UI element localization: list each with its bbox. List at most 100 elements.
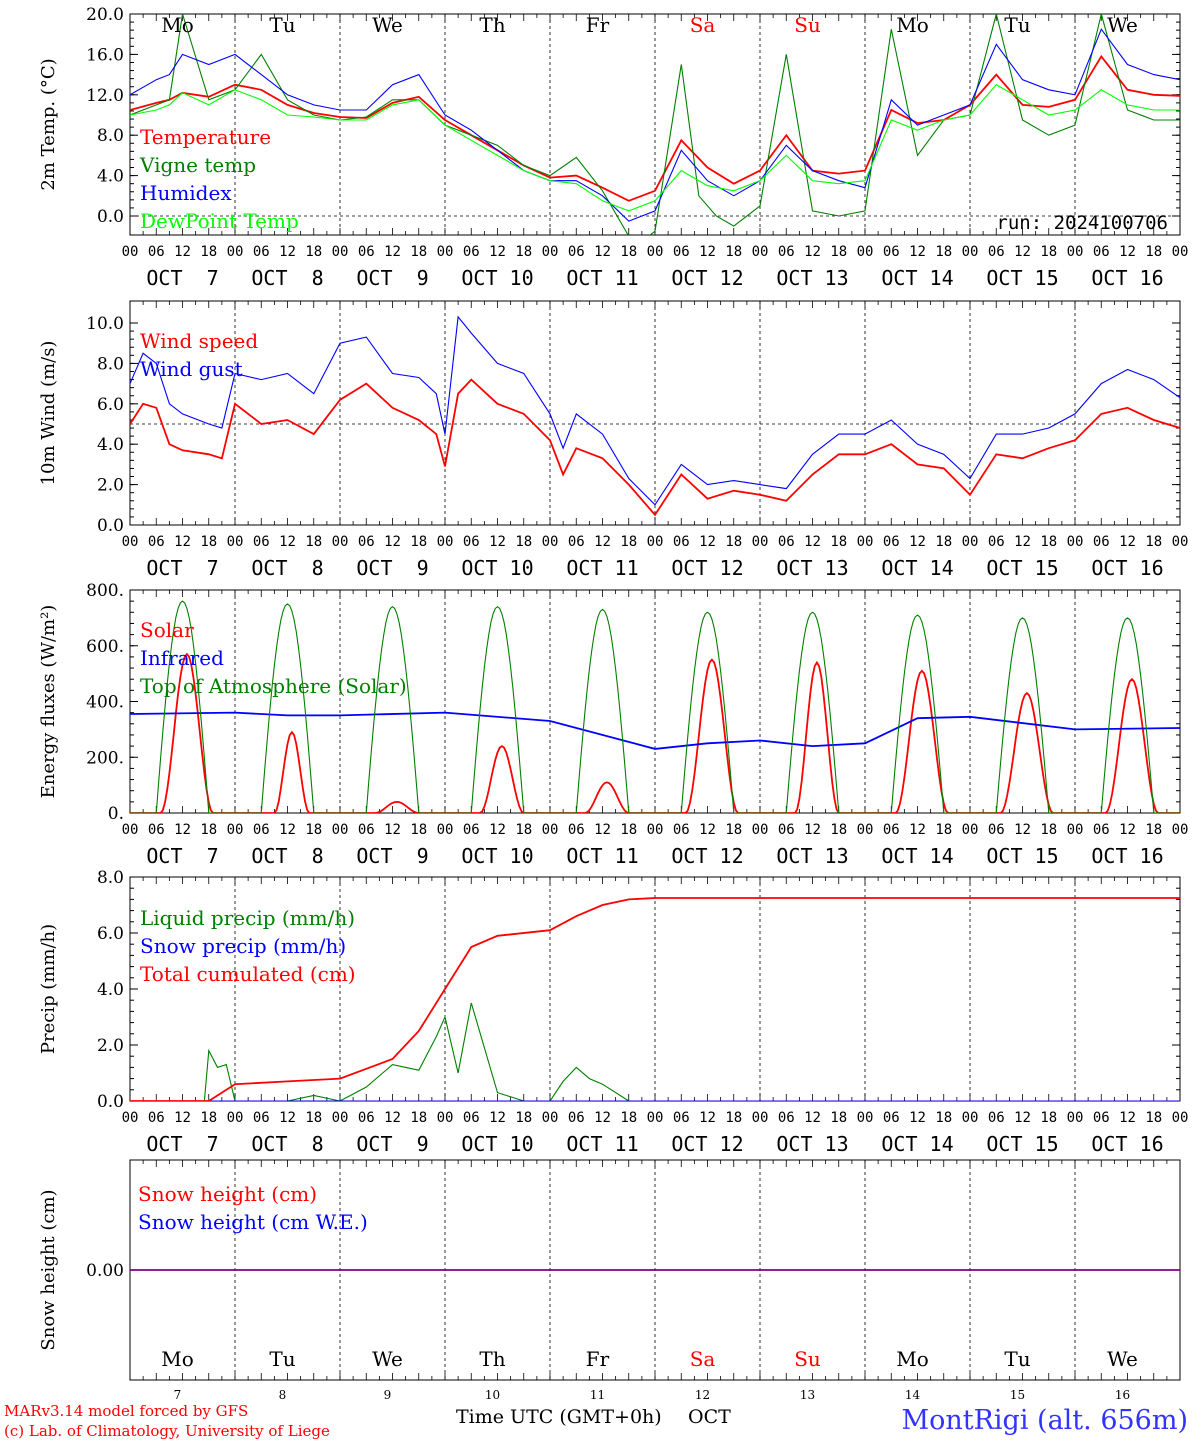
date-label: OCT 11 [566, 844, 638, 868]
hour-label: 18 [830, 244, 847, 260]
hour-label: 06 [778, 244, 795, 260]
date-label: OCT 13 [776, 844, 848, 868]
legend-entry: Snow height (cm) [138, 1182, 317, 1206]
hour-label: 18 [305, 244, 322, 260]
hour-label: 00 [227, 534, 244, 550]
day-label: Sa [690, 1347, 716, 1371]
hour-label: 12 [909, 244, 926, 260]
day-label: Sa [690, 13, 716, 37]
hour-label: 06 [148, 1110, 165, 1126]
y-axis-label: Snow height (cm) [38, 1189, 59, 1350]
hour-label: 00 [1172, 244, 1189, 260]
hour-label: 06 [148, 244, 165, 260]
y-tick-label: 8.0 [97, 354, 124, 374]
date-label: OCT 16 [1091, 844, 1163, 868]
hour-label: 18 [305, 822, 322, 838]
hour-label: 06 [148, 822, 165, 838]
series-line-humidex [130, 28, 1180, 222]
footer-day-number: 10 [485, 1388, 500, 1402]
hour-label: 00 [542, 1110, 559, 1126]
y-tick-label: 20.0 [86, 5, 124, 25]
y-tick-label: 2.0 [97, 1036, 124, 1056]
hour-label: 18 [515, 534, 532, 550]
hour-label: 18 [830, 534, 847, 550]
hour-label: 00 [437, 534, 454, 550]
date-label: OCT 9 [356, 1132, 428, 1156]
hour-label: 00 [857, 244, 874, 260]
series-line-wind-gust [130, 315, 1180, 506]
hour-label: 06 [253, 534, 270, 550]
hour-label: 12 [1119, 822, 1136, 838]
hour-label: 06 [1093, 244, 1110, 260]
date-label: OCT 11 [566, 266, 638, 290]
y-tick-label: 6.0 [97, 395, 124, 415]
hour-label: 00 [122, 1110, 139, 1126]
hour-label: 00 [332, 244, 349, 260]
date-label: OCT 13 [776, 266, 848, 290]
run-annotation: run: 2024100706 [996, 212, 1168, 234]
hour-label: 18 [1040, 244, 1057, 260]
date-label: OCT 14 [881, 844, 953, 868]
hour-label: 18 [1040, 534, 1057, 550]
footer-day-number: 7 [174, 1388, 182, 1402]
y-tick-label: 400. [86, 693, 124, 713]
series-line-infrared [130, 711, 1180, 750]
hour-label: 12 [594, 1110, 611, 1126]
date-label: OCT 7 [146, 1132, 218, 1156]
hour-label: 06 [988, 244, 1005, 260]
y-tick-label: 0.0 [97, 1092, 124, 1112]
hour-label: 12 [384, 534, 401, 550]
series-line-temperature [130, 54, 1180, 202]
panel-2: 0.0 2.0 4.0 6.0 8.0 10.0 10m Wind (m/s) 00 06 12 1… [38, 300, 1188, 580]
y-tick-label: 0. [108, 804, 124, 824]
hour-label: 06 [778, 1110, 795, 1126]
date-label: OCT 12 [671, 844, 743, 868]
day-label: We [372, 1347, 403, 1371]
legend-entry: Total cumulated (cm) [140, 962, 356, 986]
hour-label: 06 [1093, 822, 1110, 838]
y-tick-label: 0.00 [86, 1261, 124, 1281]
hour-label: 06 [883, 244, 900, 260]
legend-entry: Snow precip (mm/h) [140, 934, 346, 958]
hour-label: 18 [935, 244, 952, 260]
legend-entry: Wind gust [140, 357, 243, 381]
hour-label: 12 [489, 822, 506, 838]
date-label: OCT 12 [671, 1132, 743, 1156]
hour-label: 18 [515, 244, 532, 260]
hour-label: 18 [1145, 244, 1162, 260]
y-axis-label: Precip (mm/h) [38, 924, 59, 1054]
hour-label: 00 [752, 244, 769, 260]
hour-label: 12 [804, 1110, 821, 1126]
y-axis-label: 10m Wind (m/s) [38, 341, 59, 486]
hour-label: 12 [384, 1110, 401, 1126]
hour-label: 00 [122, 534, 139, 550]
hour-label: 12 [909, 1110, 926, 1126]
hour-label: 06 [883, 822, 900, 838]
hour-label: 00 [647, 244, 664, 260]
hour-label: 00 [1172, 1110, 1189, 1126]
hour-label: 06 [463, 822, 480, 838]
hour-label: 12 [594, 534, 611, 550]
day-label: Th [479, 1347, 505, 1371]
date-label: OCT 7 [146, 844, 218, 868]
series-line-vigne-temp [130, 14, 1180, 235]
hour-label: 00 [962, 1110, 979, 1126]
hour-label: 00 [122, 244, 139, 260]
hour-label: 18 [1145, 822, 1162, 838]
y-axis-label: Energy fluxes (W/m²) [38, 605, 59, 799]
y-tick-label: 0.0 [97, 516, 124, 536]
hour-label: 06 [1093, 1110, 1110, 1126]
hour-label: 12 [699, 1110, 716, 1126]
hour-label: 00 [227, 822, 244, 838]
hour-label: 00 [1067, 822, 1084, 838]
hour-label: 06 [253, 822, 270, 838]
legend-entry: Liquid precip (mm/h) [140, 906, 355, 930]
legend-entry: Vigne temp [139, 153, 256, 177]
hour-label: 12 [804, 534, 821, 550]
hour-label: 00 [437, 1110, 454, 1126]
y-tick-label: 4.0 [97, 980, 124, 1000]
footer-day-number: 15 [1010, 1388, 1025, 1402]
footer-day-number: 12 [695, 1388, 710, 1402]
hour-label: 00 [647, 534, 664, 550]
day-label: We [1107, 13, 1138, 37]
